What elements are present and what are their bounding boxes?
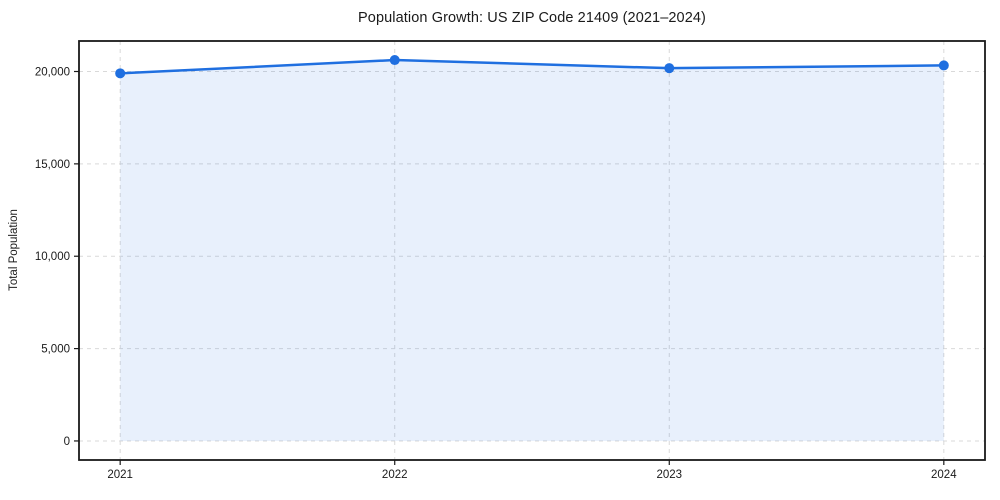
area-fill [120,60,944,441]
plot-background [79,41,985,460]
data-point-2024 [938,60,949,71]
y-tick-label: 5,000 [41,344,70,356]
x-tick-label: 2023 [656,469,682,481]
y-tick-label: 20,000 [35,66,70,78]
data-point-2023 [664,63,675,74]
data-point-2021 [115,68,126,79]
x-tick-label: 2024 [931,469,957,481]
y-tick-label: 15,000 [35,159,70,171]
x-tick-label: 2022 [382,469,408,481]
chart-title: Population Growth: US ZIP Code 21409 (20… [358,10,706,26]
x-tick-label: 2021 [107,469,133,481]
y-tick-label: 0 [64,436,70,448]
y-axis-label: Total Population [8,209,20,291]
y-tick-label: 10,000 [35,251,70,263]
series-line [118,58,946,75]
data-point-2022 [389,55,400,66]
axes-spines [78,40,986,461]
